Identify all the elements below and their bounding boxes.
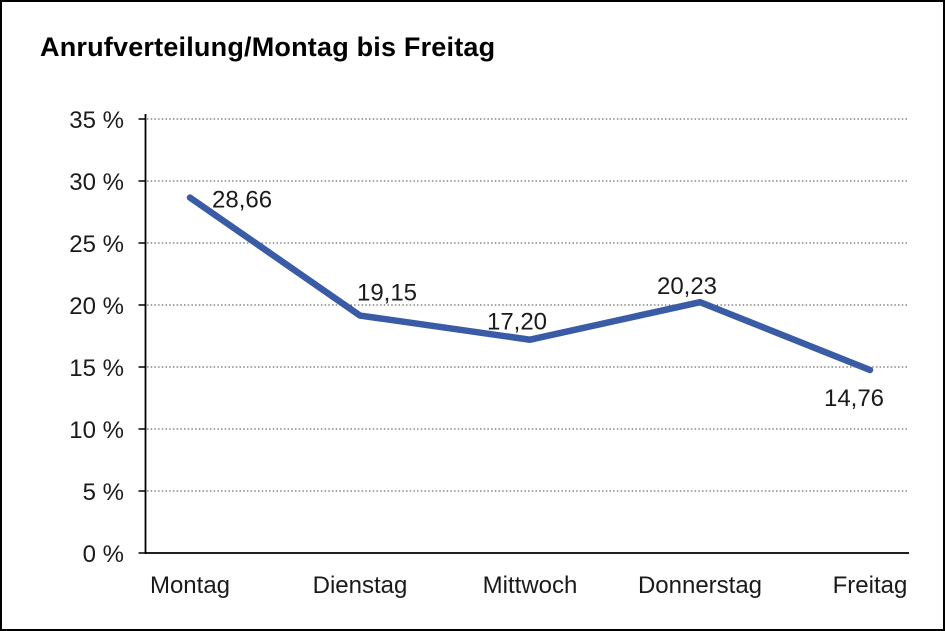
data-label-4: 14,76	[824, 385, 884, 412]
y-tick-label-20: 20 %	[69, 293, 124, 320]
data-label-1: 19,15	[357, 280, 417, 307]
y-tick-label-25: 25 %	[69, 231, 124, 258]
y-tick-label-5: 5 %	[83, 479, 124, 506]
x-category-label-4: Freitag	[833, 572, 908, 599]
chart-title: Anrufverteilung/Montag bis Freitag	[40, 32, 496, 62]
x-category-label-2: Mittwoch	[483, 572, 578, 599]
y-tick-label-35: 35 %	[69, 107, 124, 134]
y-tick-label-30: 30 %	[69, 169, 124, 196]
x-category-label-0: Montag	[150, 572, 230, 599]
y-tick-label-15: 15 %	[69, 355, 124, 382]
x-category-label-1: Dienstag	[313, 572, 408, 599]
series-line	[186, 194, 874, 374]
y-tick-label-10: 10 %	[69, 417, 124, 444]
x-category-label-3: Donnerstag	[638, 572, 762, 599]
data-label-3: 20,23	[657, 273, 717, 300]
data-label-0: 28,66	[212, 187, 272, 214]
y-tick-label-0: 0 %	[83, 541, 124, 568]
data-label-2: 17,20	[487, 309, 547, 336]
